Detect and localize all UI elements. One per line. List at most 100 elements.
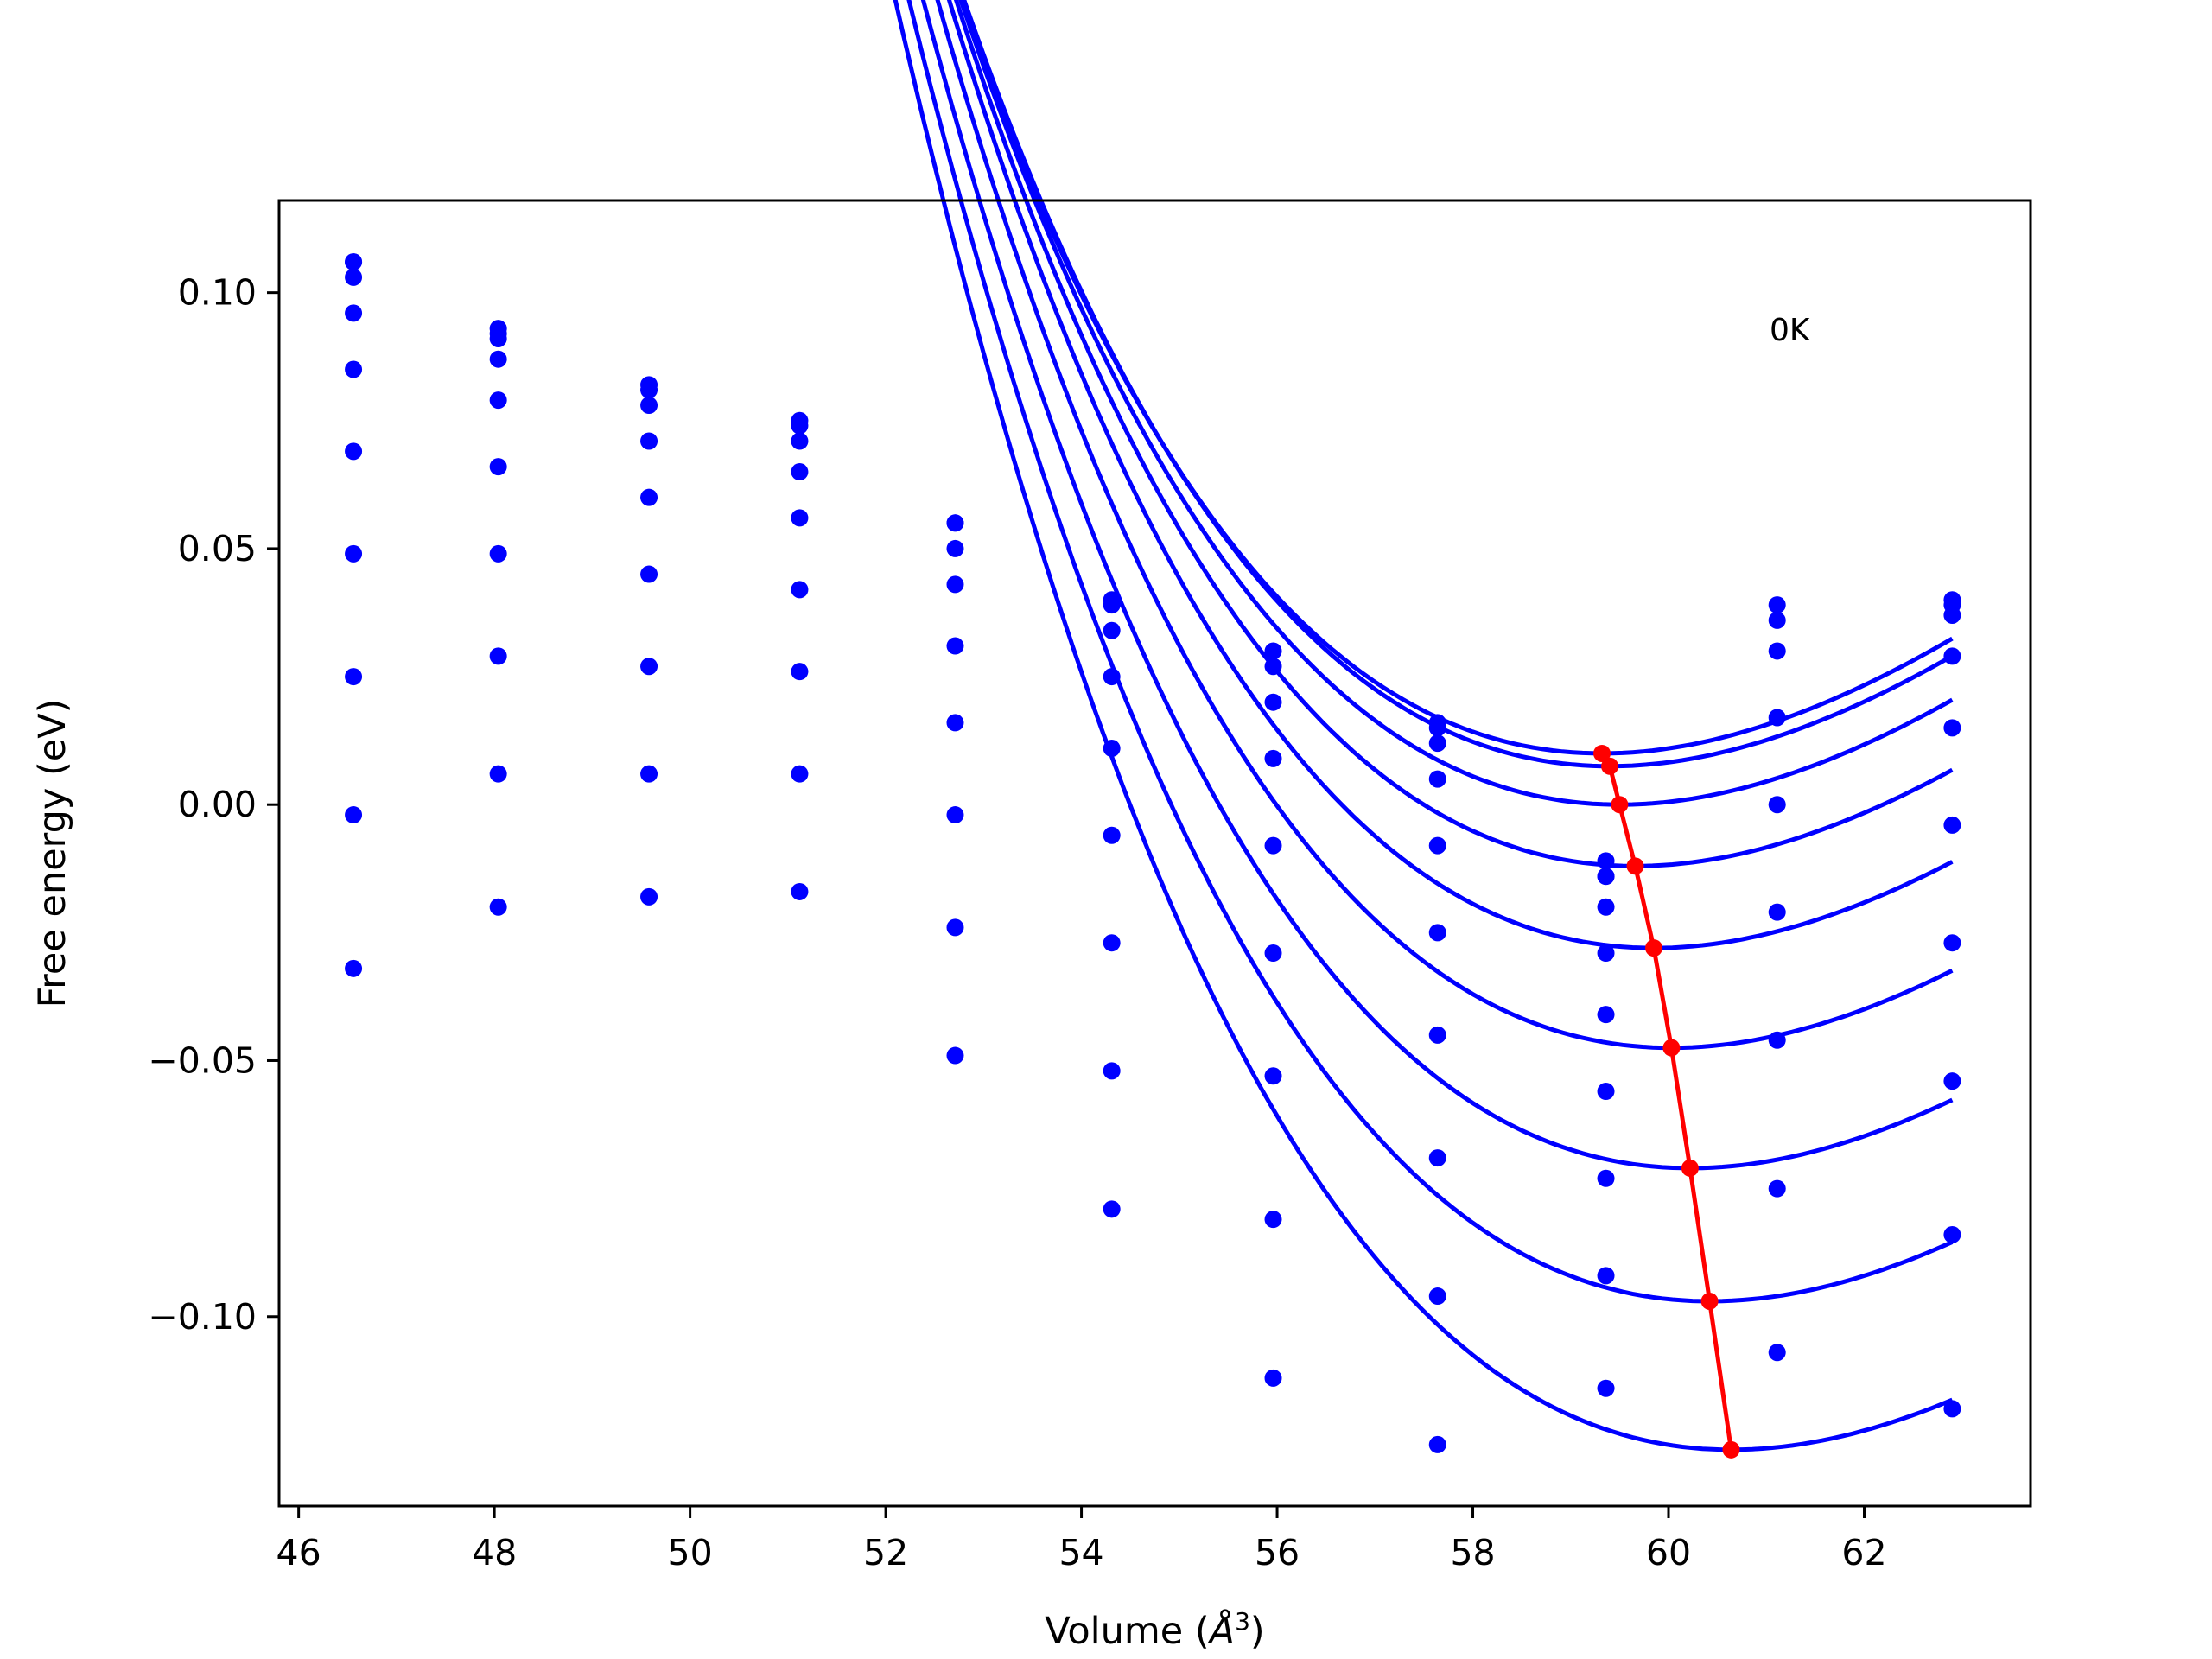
data-point xyxy=(489,544,507,563)
data-point xyxy=(1264,642,1282,660)
data-point xyxy=(1264,749,1282,767)
data-point xyxy=(1428,1149,1446,1167)
data-point xyxy=(640,397,658,415)
data-point xyxy=(1103,668,1121,686)
minimum-point xyxy=(1601,757,1619,775)
data-point xyxy=(1597,898,1615,916)
data-point xyxy=(1264,944,1282,963)
data-point xyxy=(489,647,507,665)
data-point xyxy=(1597,1169,1615,1187)
data-point xyxy=(1768,709,1786,727)
x-tick-label: 54 xyxy=(1058,1532,1103,1573)
data-point xyxy=(345,442,363,461)
data-point xyxy=(791,509,809,527)
minimum-point xyxy=(1662,1039,1681,1057)
data-point xyxy=(640,658,658,676)
data-point xyxy=(791,581,809,599)
data-point xyxy=(1103,740,1121,758)
data-point xyxy=(489,898,507,916)
data-point xyxy=(1264,836,1282,855)
data-point xyxy=(1768,903,1786,921)
x-tick-label: 48 xyxy=(472,1532,517,1573)
data-point xyxy=(1103,1200,1121,1218)
minimum-point xyxy=(1593,744,1611,762)
data-point xyxy=(1103,1062,1121,1080)
data-point xyxy=(946,806,964,824)
y-tick-label: 0.05 xyxy=(178,528,257,569)
data-point xyxy=(1943,1072,1961,1090)
data-point xyxy=(1943,647,1961,665)
data-point xyxy=(1597,1006,1615,1024)
x-tick-label: 52 xyxy=(863,1532,908,1573)
data-point xyxy=(640,381,658,399)
data-point xyxy=(791,765,809,783)
data-point xyxy=(345,304,363,322)
data-point xyxy=(1428,734,1446,753)
data-points xyxy=(345,253,1961,1453)
data-point xyxy=(640,488,658,506)
minimum-point xyxy=(1681,1159,1699,1177)
y-tick-label: 0.00 xyxy=(178,784,257,825)
data-point xyxy=(1428,1435,1446,1453)
y-axis-label: Free energy (eV) xyxy=(31,699,74,1008)
x-axis-label: Volume (Å3) xyxy=(1045,1607,1264,1653)
temperature-annotation: 0K xyxy=(1770,313,1811,348)
data-point xyxy=(1103,934,1121,952)
data-point xyxy=(1597,944,1615,963)
data-point xyxy=(489,350,507,368)
fit-curve xyxy=(962,0,1954,769)
data-point xyxy=(1768,611,1786,629)
data-point xyxy=(1597,1379,1615,1397)
data-point xyxy=(1943,719,1961,737)
data-point xyxy=(946,714,964,732)
data-point xyxy=(345,544,363,563)
y-axis: 0.10 0.05 0.00 −0.05 −0.10 xyxy=(148,272,279,1338)
data-point xyxy=(489,391,507,410)
x-tick-label: 50 xyxy=(668,1532,713,1573)
data-point xyxy=(946,918,964,937)
fit-curve xyxy=(920,0,1954,1171)
data-point xyxy=(489,458,507,476)
data-point xyxy=(946,637,964,655)
data-point xyxy=(345,253,363,271)
data-point xyxy=(1597,1083,1615,1101)
minimum-point xyxy=(1626,857,1644,875)
x-tick-label: 60 xyxy=(1646,1532,1691,1573)
data-point xyxy=(1428,924,1446,942)
y-tick-label: 0.10 xyxy=(178,272,257,314)
data-point xyxy=(1768,1344,1786,1362)
fit-curve xyxy=(958,0,1954,807)
data-point xyxy=(1943,1400,1961,1418)
y-tick-label: −0.05 xyxy=(148,1039,257,1081)
fit-curves xyxy=(893,0,1954,1452)
data-point xyxy=(791,663,809,681)
data-point xyxy=(1428,1026,1446,1044)
data-point xyxy=(345,268,363,286)
plot-frame xyxy=(277,199,2032,1508)
data-point xyxy=(1428,719,1446,737)
data-point xyxy=(946,514,964,532)
data-point xyxy=(1943,934,1961,952)
data-point xyxy=(1428,770,1446,788)
data-point xyxy=(1103,826,1121,844)
data-point xyxy=(1103,596,1121,614)
minimum-point xyxy=(1700,1292,1719,1310)
fit-curve xyxy=(935,0,1954,1051)
data-point xyxy=(345,360,363,378)
data-point xyxy=(1768,596,1786,614)
data-point xyxy=(640,432,658,450)
data-point xyxy=(489,765,507,783)
data-point xyxy=(791,416,809,435)
data-point xyxy=(1264,658,1282,676)
data-point xyxy=(946,539,964,557)
data-point xyxy=(1103,621,1121,639)
x-axis: 46 48 50 52 54 56 58 60 62 xyxy=(276,1506,1887,1573)
data-point xyxy=(1428,836,1446,855)
data-point xyxy=(946,1046,964,1065)
data-point xyxy=(1943,816,1961,834)
data-point xyxy=(640,565,658,583)
minimum-point xyxy=(1722,1440,1740,1459)
x-tick-label: 56 xyxy=(1255,1532,1300,1573)
data-point xyxy=(1943,1225,1961,1243)
x-tick-label: 46 xyxy=(276,1532,321,1573)
